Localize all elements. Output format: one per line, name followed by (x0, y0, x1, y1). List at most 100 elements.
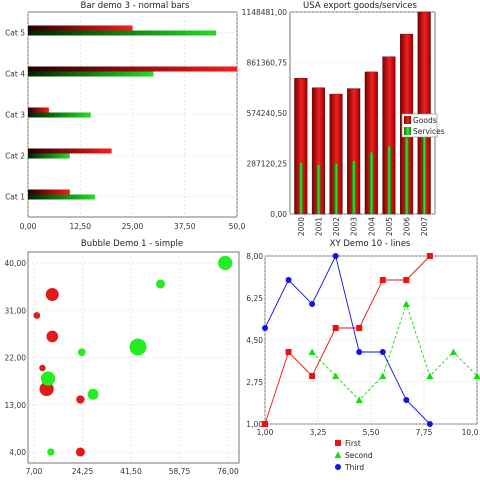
chart4-point-first (262, 421, 268, 427)
chart4-y-tick-label: 8,00 (246, 252, 263, 261)
chart3-x-tick-label: 41,50 (120, 467, 142, 476)
chart1-bar-series-2 (28, 113, 91, 118)
chart3-bubble-series-2 (130, 339, 147, 356)
chart4-point-first (309, 373, 315, 379)
chart2-legend-swatch-goods (404, 116, 411, 124)
chart4-point-first (380, 277, 386, 283)
chart3-y-tick-label: 31,00 (5, 306, 27, 315)
chart2-bar-services (422, 127, 426, 214)
chart1-x-tick-label: 25,00 (122, 222, 144, 231)
chart2-bar-services (387, 146, 391, 214)
chart2-y-tick-label: 574240,50 (246, 109, 287, 118)
chart1-category-label: Cat 1 (5, 193, 25, 202)
chart2-bar-services (405, 138, 409, 214)
chart4-legend-label-second: Second (345, 451, 373, 460)
chart1-category-label: Cat 3 (5, 111, 25, 120)
chart2-legend-label-services: Services (413, 127, 445, 136)
chart4-point-third (286, 277, 292, 283)
chart4-x-tick-label: 5,50 (363, 428, 380, 437)
chart4-point-third (427, 421, 433, 427)
chart3-bubble-series-1 (39, 365, 46, 372)
chart1-bar-series-1 (28, 108, 49, 113)
chart1-category-label: Cat 4 (5, 70, 25, 79)
chart4-x-tick-label: 10,0 (462, 428, 479, 437)
chart4-x-tick-label: 1,00 (257, 428, 274, 437)
chart4-point-third (309, 301, 315, 307)
chart4-x-tick-label: 7,75 (416, 428, 433, 437)
chart2-category-label: 2000 (297, 217, 306, 236)
chart1-bar-series-1 (28, 26, 133, 31)
chart3-bubble-series-2 (88, 389, 99, 400)
chart3-bubble-series-2 (78, 348, 86, 356)
chart4-legend-marker-third (335, 464, 341, 470)
bar-chart-vertical: USA export goods/services 0,00287120,255… (242, 1, 445, 236)
chart4-point-third (403, 397, 409, 403)
chart2-y-tick-label: 1148481,00 (242, 8, 288, 17)
chart2-bar-services (299, 163, 303, 214)
chart4-legend-marker-second (335, 452, 342, 459)
chart3-title: Bubble Demo 1 - simple (81, 239, 183, 249)
chart4-legend-label-third: Third (344, 463, 364, 472)
chart3-bubble-series-1 (76, 395, 84, 403)
chart3-bubble-series-2 (41, 371, 55, 385)
chart2-category-label: 2001 (314, 217, 323, 236)
chart1-category-label: Cat 2 (5, 152, 25, 161)
chart2-legend-label-goods: Goods (413, 116, 437, 125)
bubble-chart: Bubble Demo 1 - simple 7,00 24,25 41,50 58,… (5, 239, 239, 476)
chart3-y-tick-label: 40,00 (5, 259, 27, 268)
chart4-legend-marker-first (335, 440, 341, 446)
chart4-y-tick-label: 2,75 (246, 378, 263, 387)
chart2-bar-services (334, 164, 338, 214)
chart4-point-first (333, 325, 339, 331)
chart3-bubble-series-1 (76, 447, 85, 456)
chart3-bubble-series-1 (46, 288, 59, 301)
chart3-y-tick-label: 22,00 (5, 354, 27, 363)
chart4-y-tick-label: 1,00 (246, 420, 263, 429)
chart3-x-tick-label: 24,25 (72, 467, 94, 476)
chart3-x-tick-label: 76,00 (217, 467, 239, 476)
chart4-y-tick-label: 6,25 (246, 294, 263, 303)
chart2-category-label: 2003 (350, 217, 359, 236)
chart4-point-first (403, 277, 409, 283)
chart3-x-tick-label: 58,75 (169, 467, 191, 476)
chart2-legend-swatch-services (404, 127, 411, 135)
chart3-bubble-series-2 (156, 279, 165, 288)
chart2-category-label: 2002 (332, 217, 341, 236)
chart2-y-tick-label: 0,00 (270, 210, 287, 219)
chart1-category-label: Cat 5 (5, 29, 25, 38)
chart4-point-third (380, 349, 386, 355)
chart1-bar-series-1 (28, 190, 70, 195)
chart3-y-tick-label: 4,00 (9, 448, 26, 457)
chart4-y-tick-label: 4,50 (246, 336, 263, 345)
chart1-x-tick-label: 50,0 (229, 222, 246, 231)
chart3-x-tick-label: 7,00 (26, 467, 43, 476)
chart4-point-third (356, 349, 362, 355)
chart2-bar-services (369, 152, 373, 214)
chart1-bar-series-2 (28, 195, 95, 200)
chart2-category-label: 2007 (420, 217, 429, 236)
chart1-bar-series-2 (28, 72, 153, 77)
chart4-point-first (286, 349, 292, 355)
chart3-y-tick-label: 13,00 (5, 401, 27, 410)
chart4-point-third (333, 253, 339, 259)
chart2-category-label: 2006 (403, 217, 412, 236)
chart4-point-first (356, 325, 362, 331)
chart2-category-label: 2005 (385, 217, 394, 236)
chart1-bar-series-1 (28, 67, 237, 72)
chart2-category-label: 2004 (367, 217, 376, 236)
chart1-x-tick-label: 37,50 (174, 222, 196, 231)
chart4-point-first (427, 253, 433, 259)
chart3-bubble-series-2 (218, 256, 232, 270)
chart4-point-third (262, 325, 268, 331)
chart2-bar-services (317, 165, 321, 214)
chart1-x-tick-label: 12,50 (70, 222, 92, 231)
chart2-bar-services (352, 161, 356, 214)
chart2-title: USA export goods/services (303, 1, 417, 11)
chart3-bubble-series-2 (47, 448, 54, 455)
chart4-x-tick-label: 3,25 (310, 428, 327, 437)
chart3-bubble-series-1 (33, 312, 40, 319)
chart1-title: Bar demo 3 - normal bars (81, 1, 191, 11)
